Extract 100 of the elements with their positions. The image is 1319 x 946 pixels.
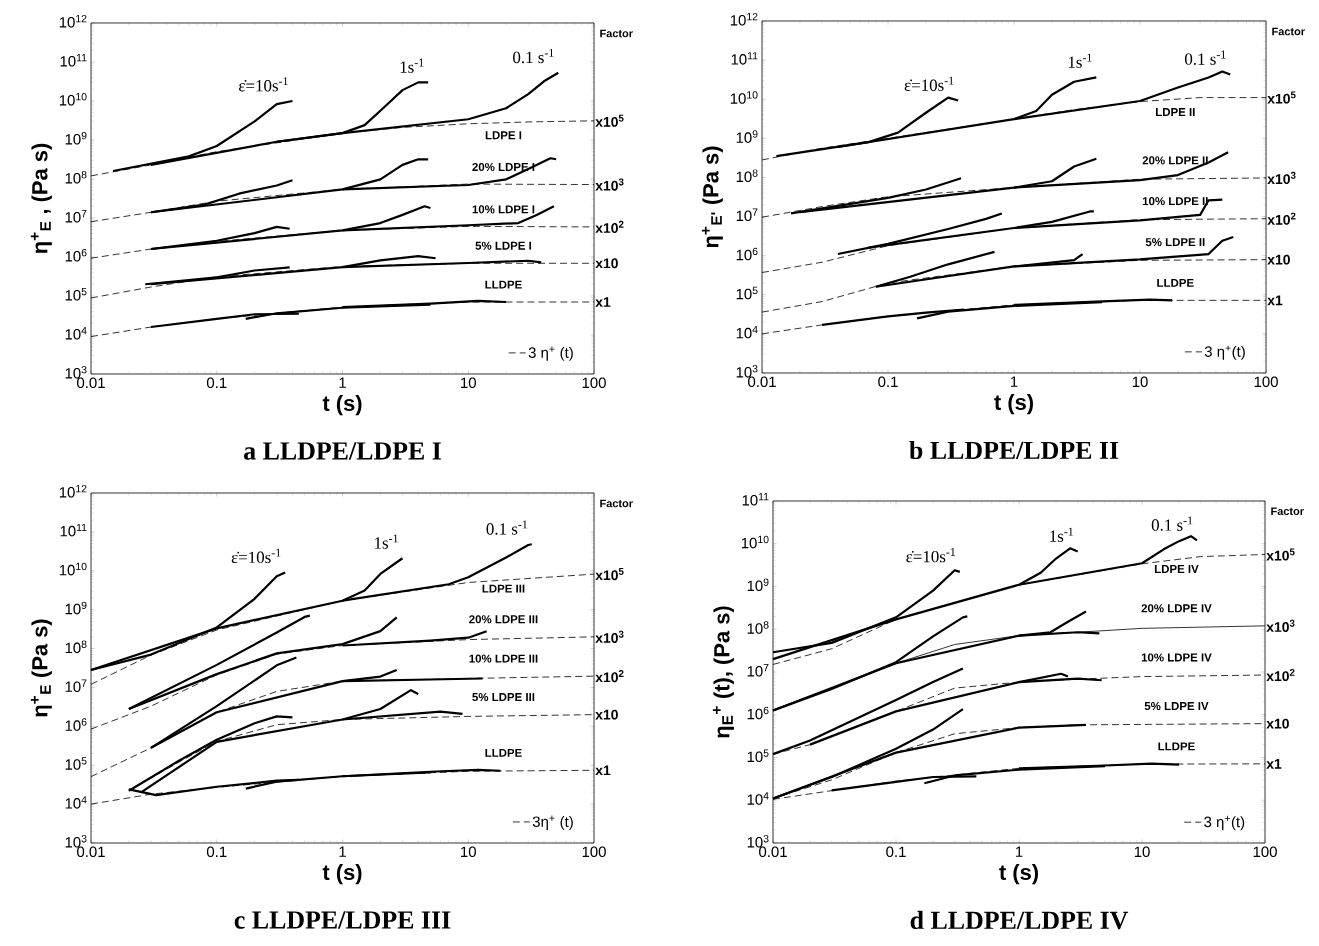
annotation: 20% LDPE III — [469, 615, 538, 624]
annotation: 0.1 s$^{-1}$ — [1151, 516, 1193, 531]
y-axis-title: η$^{+}$$_{E'}$ (Pa s) — [701, 146, 723, 248]
y-tick-label: 10$^{3}$ — [747, 834, 769, 848]
text: x10$^{3}$ — [1267, 171, 1296, 185]
y-tick-label: 10$^{7}$ — [65, 210, 87, 223]
annotation: 20% LDPE IV — [1141, 604, 1212, 613]
text: x10 — [595, 709, 618, 720]
y-tick-label: 10$^{5}$ — [65, 288, 87, 301]
text: x10$^{5}$ — [1267, 91, 1296, 104]
text: x10$^{5}$ — [595, 114, 624, 127]
text: x10$^{2}$ — [595, 220, 624, 234]
annotation: 1s$^{-1}$ — [1050, 527, 1073, 542]
y-tick-label: 10$^{9}$ — [747, 578, 769, 592]
text: x1 — [595, 765, 611, 776]
x-tick-label: 1 — [339, 377, 346, 388]
y-tick-label: 10$^{4}$ — [65, 327, 87, 340]
x-tick-label: 100 — [1253, 846, 1277, 858]
text: x10$^{2}$ — [595, 670, 624, 683]
y-tick-label: 10$^{4}$ — [747, 792, 769, 805]
text: b LLDPE/LDPE II — [909, 440, 1119, 460]
y-tick-label: 10$^{9}$ — [65, 131, 87, 145]
annotation: ε̇=10s$^{-1}$ — [231, 548, 281, 564]
annotation: 10% LDPE III — [469, 654, 538, 663]
y-tick-label: 10$^{6}$ — [65, 718, 87, 731]
x-tick-label: 100 — [582, 377, 606, 389]
x-tick-label: 1 — [339, 846, 346, 857]
y-tick-label: 10$^{3}$ — [65, 365, 87, 379]
annotation: LDPE I — [485, 131, 522, 140]
y-tick-label: 10$^{10}$ — [730, 91, 758, 104]
text: Factor — [1271, 507, 1304, 516]
text: x10$^{5}$ — [1266, 548, 1295, 561]
y-tick-label: 10$^{11}$ — [60, 54, 87, 67]
x-tick-label: 100 — [582, 846, 606, 858]
x-tick-label: 10 — [461, 377, 476, 389]
y-tick-label: 10$^{12}$ — [59, 484, 87, 498]
y-tick-label: 10$^{4}$ — [65, 796, 87, 809]
x-tick-label: 0.01 — [77, 846, 105, 858]
annotation: LDPE II — [1156, 108, 1195, 116]
x-tick-label: 0.1 — [878, 376, 898, 388]
x-axis-title: t (s) — [322, 863, 362, 885]
x-tick-label: 100 — [1254, 376, 1278, 388]
text: x10$^{5}$ — [595, 568, 624, 581]
y-tick-label: 10$^{3}$ — [65, 834, 87, 848]
y-tick-label: 10$^{5}$ — [747, 749, 769, 763]
annotation: 1s$^{-1}$ — [400, 58, 424, 73]
y-tick-label: 10$^{9}$ — [736, 130, 758, 143]
y-tick-label: 10$^{12}$ — [59, 14, 87, 28]
text: Factor — [1272, 27, 1305, 36]
annotation: 0.1 s$^{-1}$ — [486, 520, 528, 535]
text: d LLDPE/LDPE IV — [910, 910, 1129, 930]
y-tick-label: 10$^{6}$ — [736, 247, 758, 261]
x-tick-label: 0.1 — [886, 846, 906, 858]
annotation: 10% LDPE IV — [1141, 653, 1212, 662]
annotation: LLDPE — [485, 280, 522, 289]
y-tick-label: 10$^{5}$ — [736, 286, 758, 300]
text: x10$^{2}$ — [1266, 668, 1295, 682]
y-tick-label: 10$^{10}$ — [59, 562, 87, 576]
x-tick-label: 1 — [1011, 376, 1018, 387]
text: c LLDPE/LDPE III — [234, 911, 451, 929]
y-tick-label: 10$^{7}$ — [65, 679, 87, 693]
annotation: ε̇=10s$^{-1}$ — [239, 77, 288, 92]
annotation: 5% LDPE IV — [1144, 702, 1209, 711]
text: x10 — [595, 258, 618, 269]
annotation: 0.1 s$^{-1}$ — [513, 48, 554, 64]
y-tick-label: 10$^{3}$ — [736, 364, 758, 378]
text: x10$^{2}$ — [1267, 212, 1296, 225]
legend-label: 3 η$^{+}$(t) — [1204, 345, 1245, 360]
annotation: 5% LDPE III — [472, 693, 535, 702]
x-tick-label: 0.1 — [206, 377, 227, 389]
annotation: ε̇=10s$^{-1}$ — [904, 76, 954, 91]
x-axis-title: t (s) — [999, 863, 1038, 885]
annotation: 10% LDPE I — [472, 205, 535, 214]
x-axis-title: t (s) — [994, 393, 1033, 415]
y-tick-label: 10$^{8}$ — [65, 170, 87, 184]
text: x1 — [1266, 759, 1282, 769]
y-tick-label: 10$^{6}$ — [65, 248, 87, 262]
y-tick-label: 10$^{9}$ — [65, 601, 87, 615]
text: x1 — [595, 297, 611, 307]
y-tick-label: 10$^{4}$ — [736, 325, 758, 339]
y-tick-label: 10$^{11}$ — [742, 493, 769, 506]
legend-label: 3 η$^{+}$(t) — [1204, 815, 1245, 831]
y-tick-label: 10$^{8}$ — [736, 169, 758, 183]
annotation: 1s$^{-1}$ — [1068, 53, 1092, 68]
y-tick-label: 10$^{7}$ — [747, 664, 769, 677]
x-tick-label: 10 — [1134, 846, 1150, 858]
annotation: LLDPE — [1157, 278, 1194, 287]
x-tick-label: 10 — [1132, 376, 1148, 388]
text: a LLDPE/LDPE I — [244, 442, 441, 460]
text: Factor — [600, 29, 633, 38]
y-axis-title: η$^{+}$$_{E}$ (Pa s) — [30, 619, 52, 717]
annotation: 5% LDPE II — [1145, 238, 1205, 247]
x-axis-title: t (s) — [322, 394, 362, 416]
legend-label: 3 η$^{+}$ (t) — [528, 346, 573, 361]
annotation: 5% LDPE I — [475, 241, 532, 250]
legend-label: 3η$^{+}$ (t) — [532, 815, 573, 830]
y-tick-label: 10$^{5}$ — [65, 757, 87, 770]
y-tick-label: 10$^{10}$ — [741, 535, 769, 549]
y-tick-label: 10$^{8}$ — [65, 640, 87, 654]
annotation: 1s$^{-1}$ — [375, 534, 398, 549]
